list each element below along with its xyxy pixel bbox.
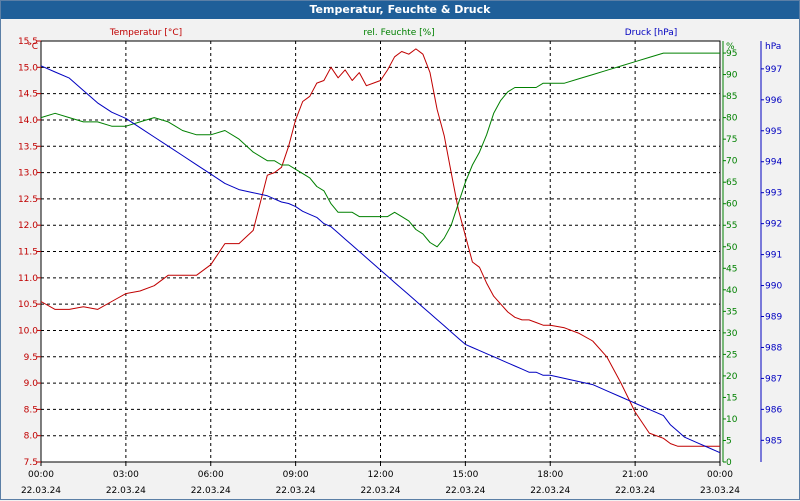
pressure-tick-label: 989 <box>765 313 782 323</box>
humidity-tick-label: 15 <box>726 393 737 403</box>
humidity-tick-label: 40 <box>726 286 738 296</box>
humidity-tick-label: 35 <box>726 307 737 317</box>
pressure-tick-label: 991 <box>765 251 782 261</box>
humidity-tick-label: 25 <box>726 350 737 360</box>
pressure-tick-label: 990 <box>765 282 782 292</box>
temperature-tick-label: 12.0 <box>18 221 38 231</box>
x-tick-label-date: 22.03.24 <box>21 486 61 496</box>
humidity-unit-label: % <box>726 42 735 52</box>
humidity-tick-label: 60 <box>726 200 738 210</box>
pressure-tick-label: 994 <box>765 158 782 168</box>
temperature-tick-label: 11.5 <box>18 248 38 258</box>
x-tick-label-date: 22.03.24 <box>276 486 316 496</box>
x-tick-label-date: 22.03.24 <box>360 486 400 496</box>
pressure-tick-label: 985 <box>765 436 782 446</box>
humidity-tick-label: 65 <box>726 178 737 188</box>
temperature-tick-label: 8.5 <box>24 405 38 415</box>
pressure-tick-label: 987 <box>765 374 782 384</box>
x-tick-label-time: 09:00 <box>283 470 309 480</box>
temperature-tick-label: 12.5 <box>18 195 38 205</box>
x-tick-label-time: 15:00 <box>452 470 478 480</box>
x-tick-label-date: 23.03.24 <box>700 486 740 496</box>
temperature-tick-label: 13.5 <box>18 142 38 152</box>
temperature-tick-label: 11.0 <box>18 274 38 284</box>
x-tick-label-time: 18:00 <box>537 470 563 480</box>
temperature-tick-label: 8.0 <box>24 432 39 442</box>
x-tick-label-date: 22.03.24 <box>615 486 655 496</box>
pressure-tick-label: 993 <box>765 189 782 199</box>
pressure-axis-title: Druck [hPa] <box>625 28 678 38</box>
pressure-tick-label: 988 <box>765 343 782 353</box>
humidity-tick-label: 55 <box>726 221 737 231</box>
x-tick-label-time: 06:00 <box>198 470 224 480</box>
x-tick-label-time: 00:00 <box>707 470 733 480</box>
x-tick-label-time: 03:00 <box>113 470 139 480</box>
x-tick-label-date: 22.03.24 <box>445 486 485 496</box>
humidity-tick-label: 45 <box>726 264 737 274</box>
humidity-tick-label: 10 <box>726 415 738 425</box>
temperature-axis-title: Temperatur [°C] <box>109 28 182 38</box>
x-tick-label-time: 12:00 <box>368 470 394 480</box>
temperature-tick-label: 14.5 <box>18 90 38 100</box>
temperature-tick-label: 10.5 <box>18 300 38 310</box>
humidity-tick-label: 80 <box>726 114 738 124</box>
humidity-tick-label: 75 <box>726 135 737 145</box>
pressure-series-line <box>40 65 721 454</box>
pressure-tick-label: 992 <box>765 220 782 230</box>
humidity-axis-title: rel. Feuchte [%] <box>363 28 434 38</box>
humidity-tick-label: 20 <box>726 372 738 382</box>
humidity-tick-label: 30 <box>726 329 738 339</box>
humidity-tick-label: 85 <box>726 92 737 102</box>
pressure-tick-label: 995 <box>765 127 782 137</box>
humidity-tick-label: 70 <box>726 157 738 167</box>
temperature-tick-label: 15.5 <box>18 37 38 47</box>
humidity-tick-label: 90 <box>726 71 738 81</box>
window-title: Temperatur, Feuchte & Druck <box>1 1 799 19</box>
humidity-tick-label: 50 <box>726 243 738 253</box>
x-tick-label-time: 00:00 <box>28 470 54 480</box>
x-tick-label-date: 22.03.24 <box>191 486 231 496</box>
x-tick-label-time: 21:00 <box>622 470 648 480</box>
temperature-tick-label: 7.5 <box>24 458 38 468</box>
temperature-tick-label: 9.5 <box>24 353 38 363</box>
humidity-series-line <box>40 52 720 248</box>
pressure-tick-label: 986 <box>765 405 782 415</box>
pressure-tick-label: 997 <box>765 65 782 75</box>
humidity-tick-label: 0 <box>726 458 732 468</box>
x-tick-label-date: 22.03.24 <box>106 486 146 496</box>
x-tick-label-date: 22.03.24 <box>530 486 570 496</box>
humidity-tick-label: 5 <box>726 436 732 446</box>
temperature-tick-label: 10.0 <box>18 326 38 336</box>
humidity-tick-label: 95 <box>726 49 737 59</box>
pressure-unit-label: hPa <box>765 42 781 52</box>
temperature-tick-label: 14.0 <box>18 116 38 126</box>
pressure-tick-label: 996 <box>765 96 782 106</box>
temperature-tick-label: 9.0 <box>24 379 39 389</box>
temperature-tick-label: 13.0 <box>18 169 38 179</box>
temperature-unit-label: °C <box>27 42 38 52</box>
temperature-series-line <box>40 48 720 447</box>
temperature-tick-label: 15.0 <box>18 63 38 73</box>
